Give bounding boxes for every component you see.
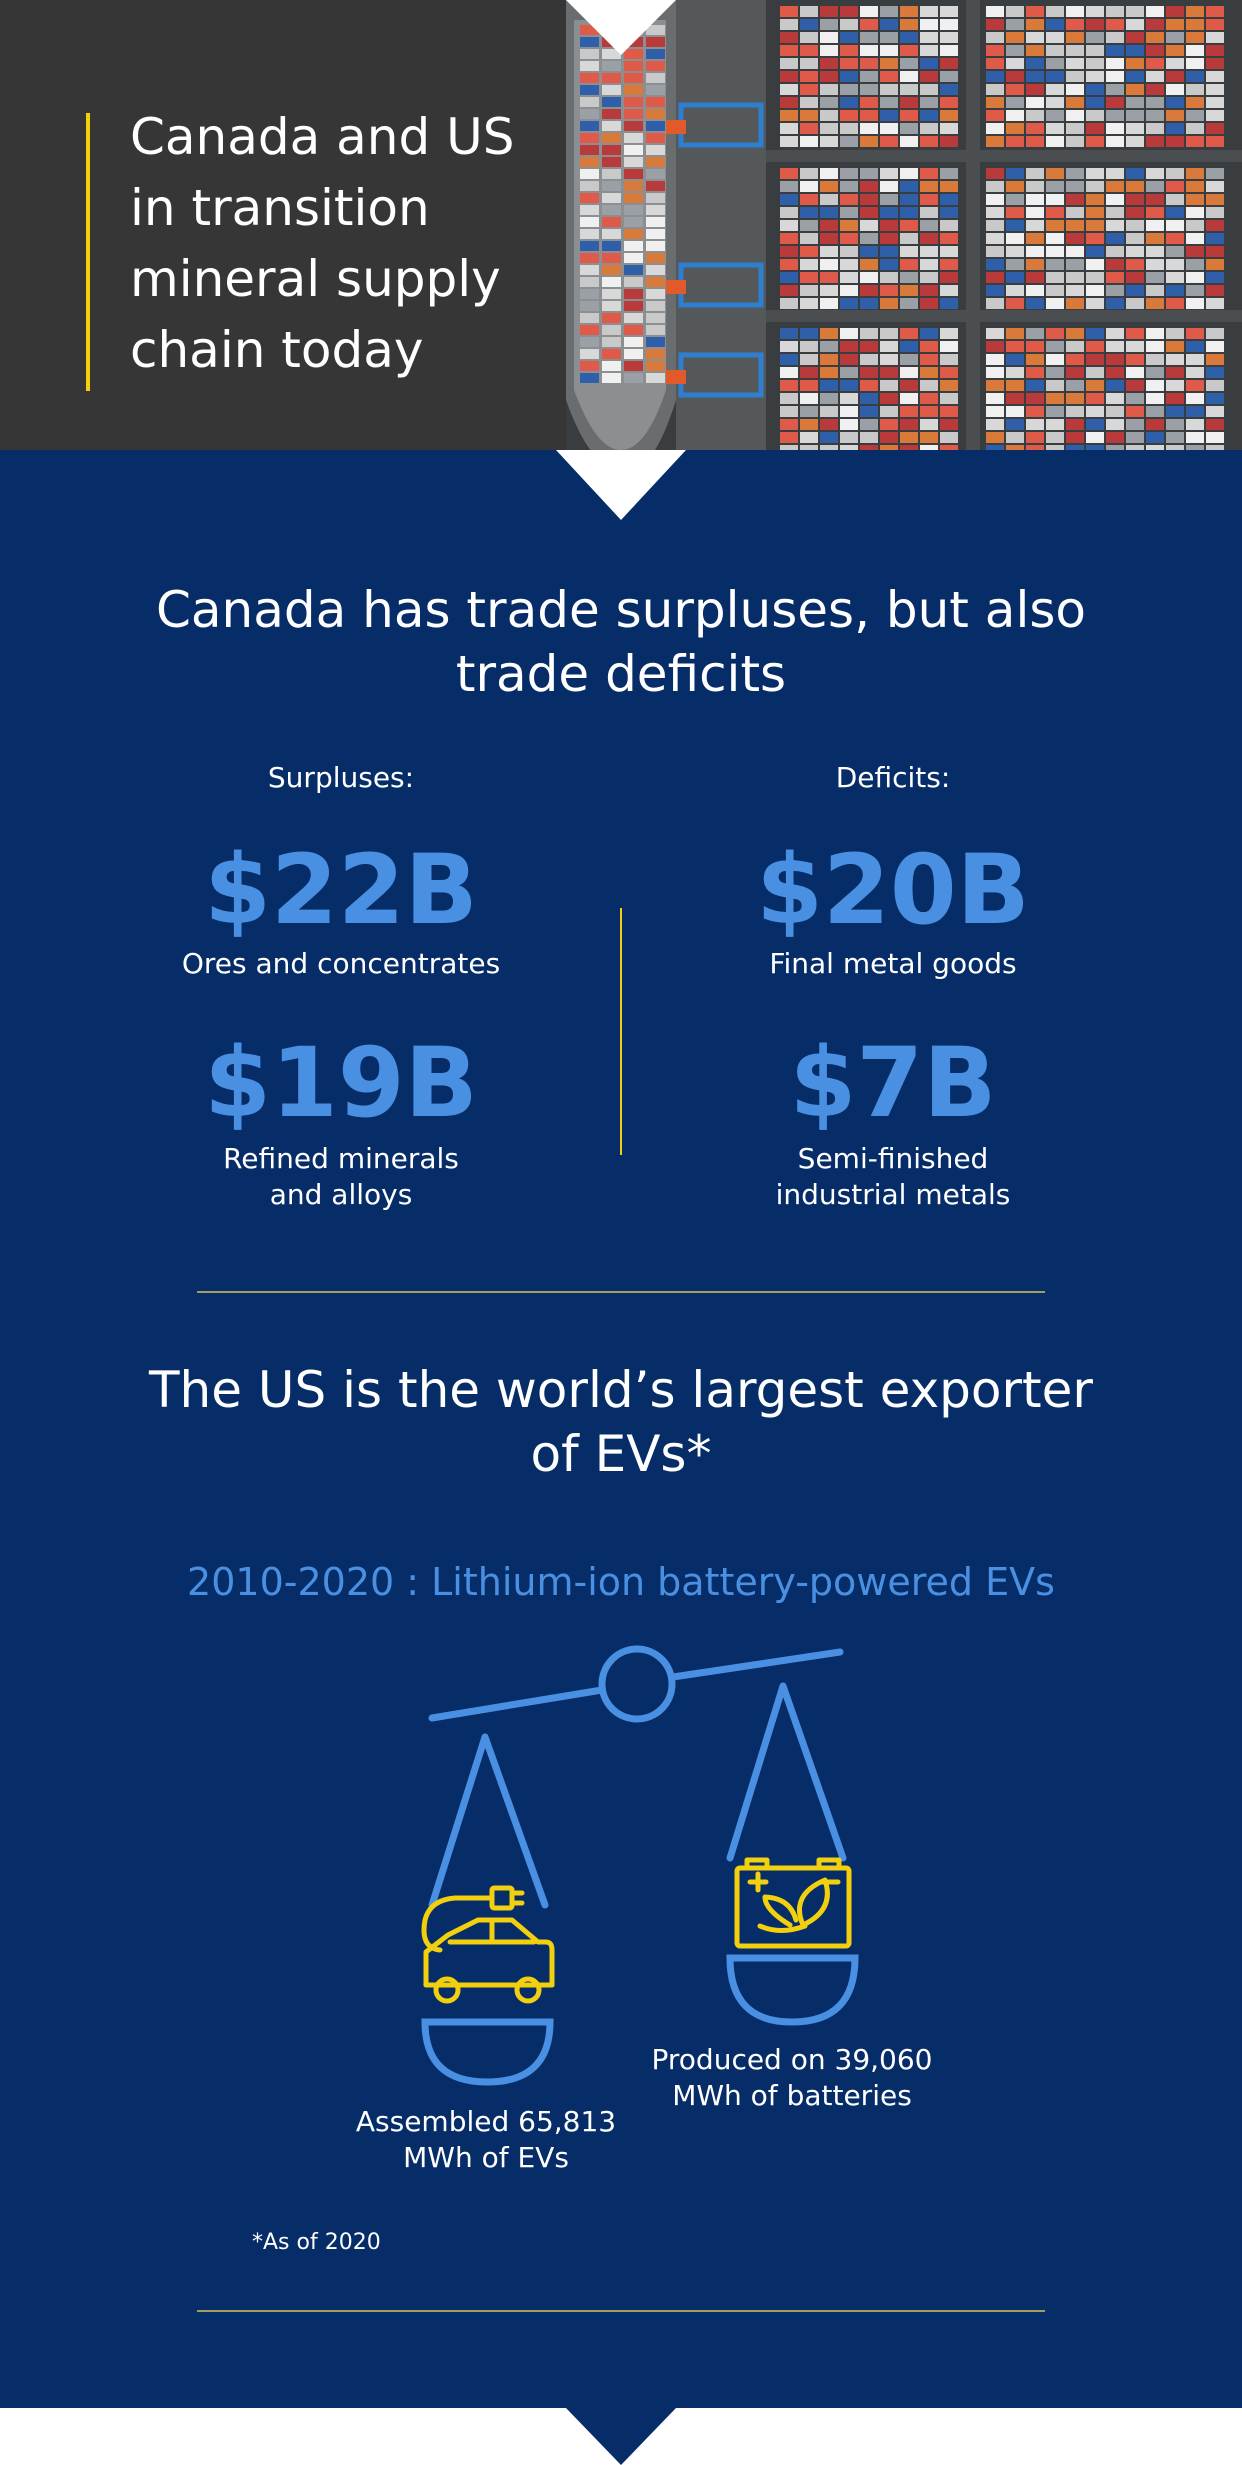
panel-background [0, 450, 1242, 2408]
surplus-value-ores: $22B [204, 834, 478, 946]
hero-banner: Canada and US in transition mineral supp… [0, 0, 1242, 450]
surpluses-label: Surpluses: [267, 761, 415, 794]
port-aerial-photo [566, 0, 1242, 450]
trade-heading: Canada has trade surpluses, but also tra… [156, 581, 1086, 703]
deficit-caption-semi: Semi-finished industrial metals [775, 1142, 1011, 1211]
deficit-value-semi: $7B [789, 1027, 997, 1139]
surplus-value-refined: $19B [204, 1027, 478, 1139]
ev-heading: The US is the world’s largest exporter o… [149, 1361, 1093, 1483]
deficits-label: Deficits: [835, 761, 951, 794]
deficit-caption-final: Final metal goods [769, 947, 1017, 980]
balance-scale-icon [421, 1645, 859, 2086]
ev-assembled-caption: Assembled 65,813 MWh of EVs [355, 2105, 617, 2174]
battery-produced-caption: Produced on 39,060 MWh of batteries [651, 2043, 933, 2112]
electric-car-icon [421, 1885, 555, 2004]
ev-period-subtitle: 2010-2020 : Lithium-ion battery-powered … [187, 1560, 1055, 1604]
eco-battery-icon [734, 1857, 852, 1949]
hero-title: Canada and US in transition mineral supp… [130, 108, 515, 379]
deficit-value-final: $20B [756, 834, 1030, 946]
bottom-notch [566, 2408, 676, 2465]
hero-accent-bar [86, 113, 90, 391]
surplus-caption-refined: Refined minerals and alloys [223, 1142, 459, 1211]
top-notch [566, 0, 676, 55]
footnote: *As of 2020 [252, 2230, 381, 2255]
surplus-caption-ores: Ores and concentrates [181, 947, 501, 980]
